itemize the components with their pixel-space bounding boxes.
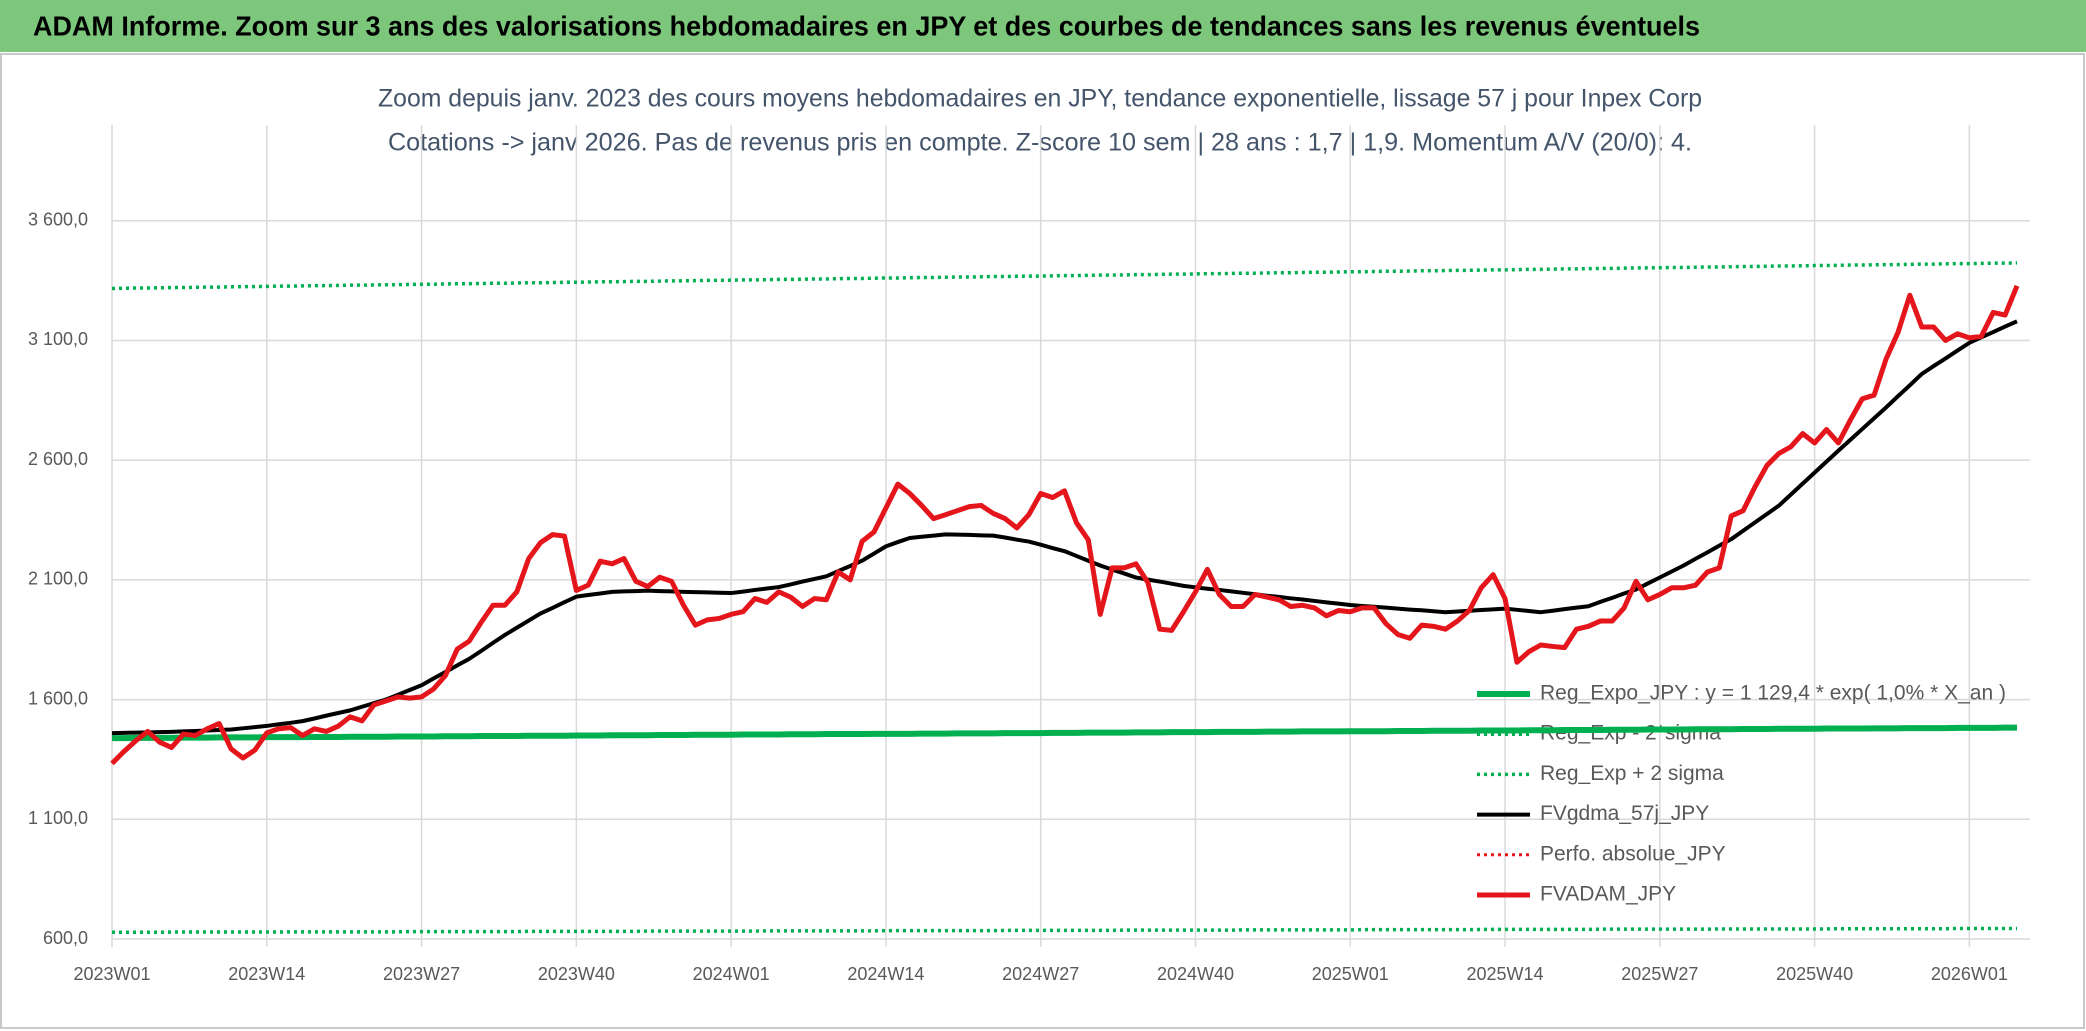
legend-label: Perfo. absolue_JPY (1540, 842, 1726, 865)
series-line (112, 724, 2017, 742)
x-tick-label: 2024W40 (1157, 964, 1234, 984)
x-tick-label: 2024W27 (1002, 964, 1079, 984)
y-tick-label: 600,0 (43, 928, 88, 948)
legend-label: Reg_Exp + 2 sigma (1540, 762, 1724, 785)
x-tick-label: 2025W40 (1776, 964, 1853, 984)
y-tick-label: 3 100,0 (28, 329, 88, 349)
x-tick-label: 2025W01 (1312, 964, 1389, 984)
grid: 600,0 1 100,0 1 600,0 2 100,0 2 600,0 3 100,0… (28, 125, 2030, 984)
legend-label: Reg_Expo_JPY : y = 1 129,4 * exp( 1,0% *… (1540, 682, 2006, 705)
series-line (111, 319, 2018, 736)
chart-frame (0, 53, 2085, 1029)
x-tick-label: 2023W01 (73, 964, 150, 984)
legend-label: FVgdma_57j_JPY (1540, 802, 1709, 825)
x-tick-label: 2026W01 (1931, 964, 2008, 984)
x-tick-label: 2023W27 (383, 964, 460, 984)
page-title: ADAM Informe. Zoom sur 3 ans des valoris… (33, 10, 1700, 41)
x-tick-label: 2025W14 (1467, 964, 1544, 984)
x-tick-label: 2024W01 (693, 964, 770, 984)
x-tick-label: 2024W14 (847, 964, 924, 984)
y-tick-label: 1 600,0 (28, 688, 88, 708)
y-tick-label: 3 600,0 (28, 210, 88, 230)
legend: Reg_Expo_JPY : y = 1 129,4 * exp( 1,0% *… (1477, 682, 2006, 906)
x-tick-label: 2025W27 (1621, 964, 1698, 984)
header-bar (0, 0, 2086, 52)
legend-label: Reg_Exp - 2*sigma (1540, 722, 1721, 745)
y-tick-label: 1 100,0 (28, 808, 88, 828)
y-tick-label: 2 100,0 (28, 569, 88, 589)
legend-label: FVADAM_JPY (1540, 883, 1676, 906)
series-line (112, 926, 2017, 935)
x-tick-label: 2023W40 (538, 964, 615, 984)
series-line (110, 284, 2020, 766)
series-line (111, 261, 2018, 291)
chart-title: Zoom depuis janv. 2023 des cours moyens … (378, 85, 1702, 113)
y-tick-label: 2 600,0 (28, 449, 88, 469)
series-lines (110, 261, 2020, 935)
x-tick-label: 2023W14 (228, 964, 305, 984)
